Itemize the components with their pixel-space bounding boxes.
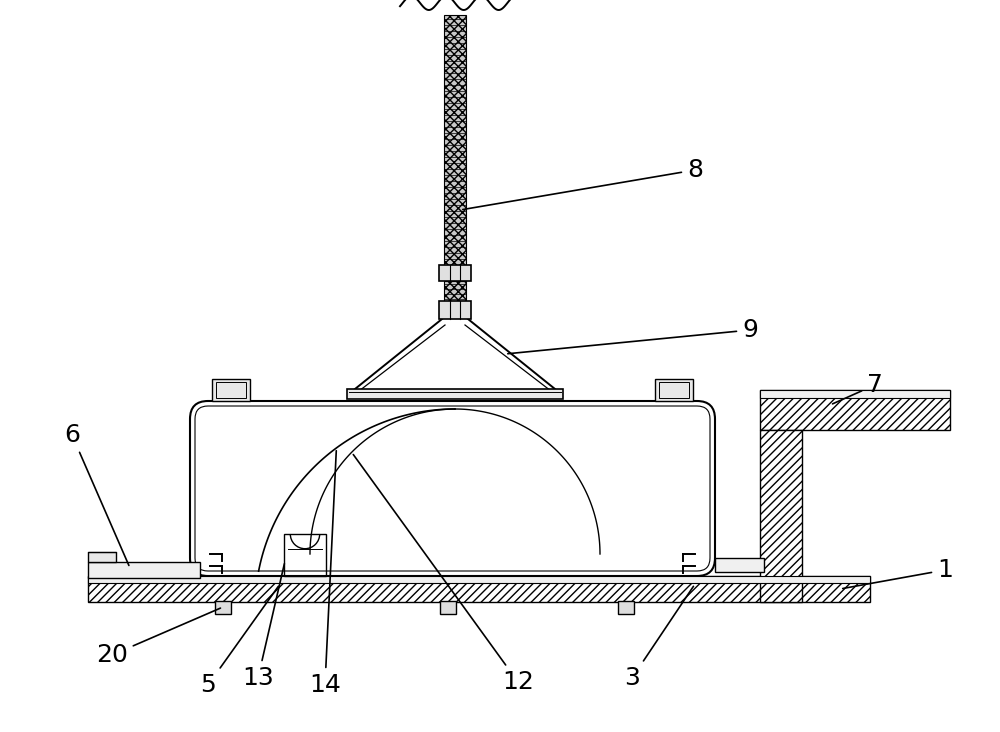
Text: 8: 8 (463, 158, 703, 209)
Bar (212, 379, 250, 401)
Bar (444, 281, 466, 301)
FancyBboxPatch shape (190, 401, 715, 576)
Bar (88, 576, 870, 583)
Bar (440, 601, 456, 614)
Text: 3: 3 (624, 586, 693, 690)
Bar (618, 601, 634, 614)
Bar (760, 390, 950, 430)
Text: 1: 1 (843, 558, 953, 589)
Bar (215, 601, 231, 614)
Bar (284, 534, 326, 576)
Text: 9: 9 (508, 318, 758, 354)
Bar (760, 390, 950, 398)
Bar (88, 552, 116, 562)
Bar (659, 382, 689, 398)
Bar (347, 389, 563, 399)
Bar (444, 15, 466, 265)
Text: 7: 7 (833, 373, 883, 404)
Bar (655, 379, 693, 401)
Text: 12: 12 (353, 455, 534, 694)
Bar (439, 265, 471, 281)
Bar (88, 562, 200, 578)
Text: 5: 5 (200, 586, 278, 697)
Text: 13: 13 (242, 564, 284, 690)
Bar (760, 430, 802, 602)
Bar (88, 576, 870, 602)
Text: 20: 20 (96, 608, 220, 667)
Bar (439, 301, 471, 319)
Text: 14: 14 (309, 451, 341, 697)
Bar (216, 382, 246, 398)
Text: 6: 6 (64, 423, 129, 565)
Bar (715, 558, 764, 572)
